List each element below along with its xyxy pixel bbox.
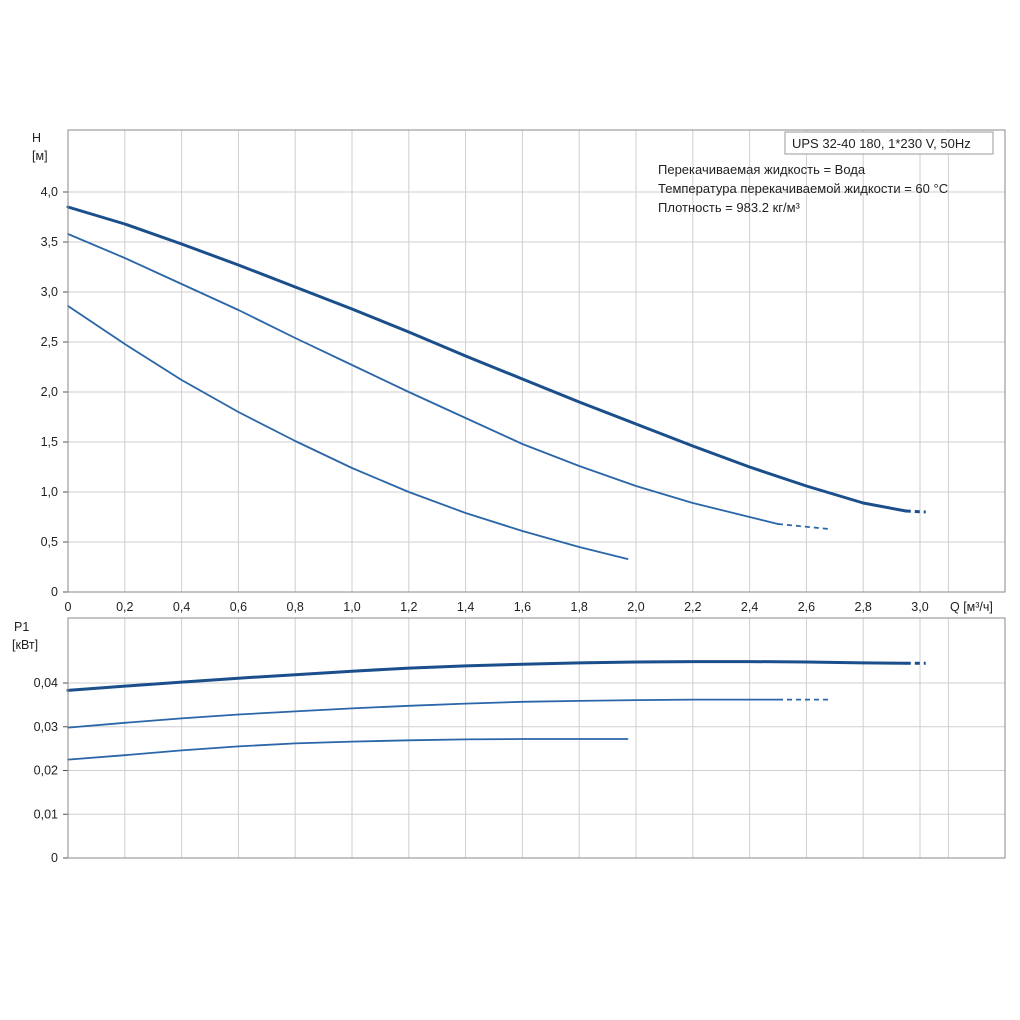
y-tick-label: 3,0 bbox=[41, 285, 58, 299]
y-tick-label: 0,5 bbox=[41, 535, 58, 549]
legend-line-temperature: Температура перекачиваемой жидкости = 60… bbox=[658, 181, 948, 196]
series-line-1-extrapolated bbox=[905, 509, 926, 514]
legend-title-box bbox=[784, 131, 994, 155]
series-line-2-extrapolated bbox=[777, 523, 830, 530]
legend-line-density: Плотность = 983.2 кг/м³ bbox=[658, 200, 801, 215]
y-tick-label: 2,0 bbox=[41, 385, 58, 399]
y-tick-label: 2,5 bbox=[41, 335, 58, 349]
head-chart-y-ticks: 0 0,5 1,0 1,5 2,0 2,5 3,0 3,5 4,0 bbox=[41, 185, 68, 599]
power-chart-grid bbox=[68, 618, 1005, 858]
series-line-3 bbox=[67, 738, 629, 761]
power-chart-y-label: P1 bbox=[14, 620, 29, 634]
series-line-2 bbox=[67, 698, 779, 729]
x-tick-label: 0,8 bbox=[287, 600, 304, 614]
y-tick-label: 0 bbox=[51, 585, 58, 599]
x-tick-label: 1,6 bbox=[514, 600, 531, 614]
x-tick-label: 2,8 bbox=[855, 600, 872, 614]
x-tick-label: 2,2 bbox=[684, 600, 701, 614]
power-chart-y-ticks: 0 0,01 0,02 0,03 0,04 bbox=[34, 676, 68, 865]
x-tick-label: 0 bbox=[65, 600, 72, 614]
x-tick-label: 1,8 bbox=[571, 600, 588, 614]
power-chart-frame bbox=[67, 617, 1006, 859]
y-tick-label: 0,02 bbox=[34, 764, 58, 778]
y-tick-label: 4,0 bbox=[41, 185, 58, 199]
series-line-1 bbox=[66, 660, 908, 692]
head-chart-frame bbox=[67, 129, 1006, 593]
y-tick-label: 0,01 bbox=[34, 807, 58, 821]
y-tick-label: 1,5 bbox=[41, 435, 58, 449]
head-chart: 0 0,2 0,4 0,6 0,8 1,0 1,2 1,4 1,6 1,8 2,0 2,2 2,4 2,6… bbox=[32, 129, 1006, 614]
y-tick-label: 0 bbox=[51, 851, 58, 865]
x-tick-label: 1,2 bbox=[400, 600, 417, 614]
y-tick-label: 1,0 bbox=[41, 485, 58, 499]
series-line-3 bbox=[67, 305, 629, 560]
legend-line-fluid: Перекачиваемая жидкость = Вода bbox=[658, 162, 866, 177]
x-tick-label: 2,4 bbox=[741, 600, 758, 614]
power-chart: 0 0,01 0,02 0,03 0,04 P1 [кВт] bbox=[12, 617, 1006, 865]
head-chart-grid bbox=[68, 130, 1005, 592]
y-tick-label: 0,03 bbox=[34, 720, 58, 734]
series-line-1 bbox=[66, 205, 908, 513]
x-tick-label: 1,4 bbox=[457, 600, 474, 614]
head-chart-x-label: Q [м³/ч] bbox=[950, 600, 993, 614]
series-line-2 bbox=[67, 233, 779, 525]
x-tick-label: 1,0 bbox=[343, 600, 360, 614]
power-chart-series bbox=[66, 660, 926, 761]
head-chart-y-unit: [м] bbox=[32, 149, 48, 163]
legend-box: UPS 32-40 180, 1*230 V, 50Hz Перекачивае… bbox=[658, 131, 994, 215]
x-tick-label: 0,2 bbox=[116, 600, 133, 614]
x-tick-label: 0,4 bbox=[173, 600, 190, 614]
x-tick-label: 2,0 bbox=[627, 600, 644, 614]
x-tick-label: 2,6 bbox=[798, 600, 815, 614]
head-chart-series bbox=[66, 205, 926, 560]
y-tick-label: 0,04 bbox=[34, 676, 58, 690]
power-chart-y-unit: [кВт] bbox=[12, 638, 38, 652]
x-tick-label: 0,6 bbox=[230, 600, 247, 614]
x-tick-label: 3,0 bbox=[911, 600, 928, 614]
head-chart-y-label: H bbox=[32, 131, 41, 145]
legend-title: UPS 32-40 180, 1*230 V, 50Hz bbox=[792, 136, 971, 151]
head-chart-x-ticks: 0 0,2 0,4 0,6 0,8 1,0 1,2 1,4 1,6 1,8 2,0 2,2 2,4 2,6… bbox=[65, 600, 929, 614]
y-tick-label: 3,5 bbox=[41, 235, 58, 249]
